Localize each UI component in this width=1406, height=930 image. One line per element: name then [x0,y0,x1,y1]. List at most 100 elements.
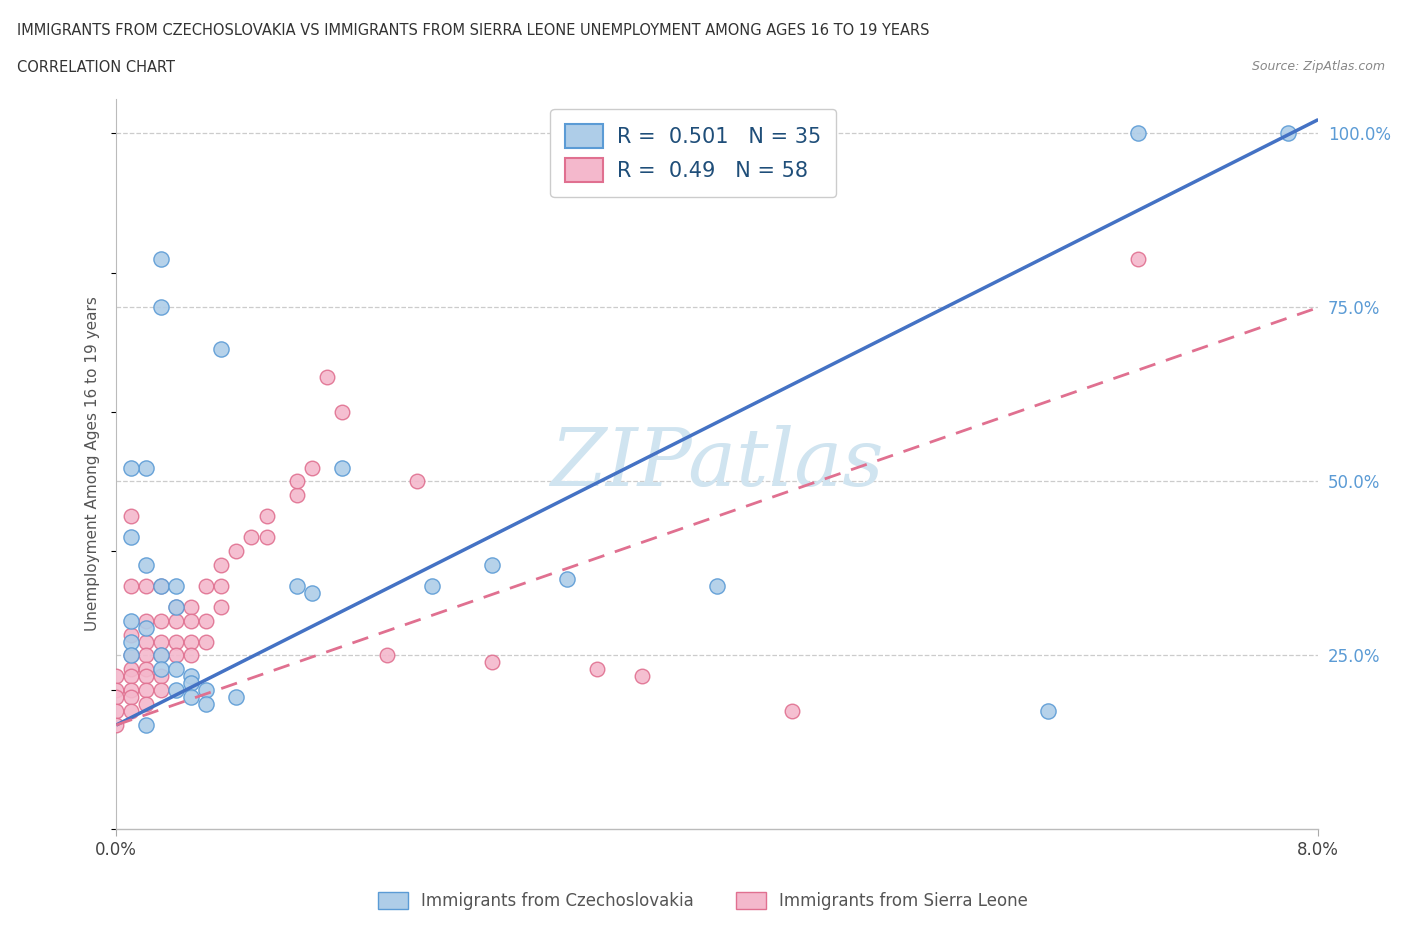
Point [195,613,218,628]
Point [481,655,503,670]
Point [150,251,173,266]
Point [150,683,173,698]
Point [195,634,218,649]
Point [135,578,157,593]
Point [301,585,323,600]
Point [165,599,187,614]
Point [120,662,142,677]
Point [165,578,187,593]
Text: IMMIGRANTS FROM CZECHOSLOVAKIA VS IMMIGRANTS FROM SIERRA LEONE UNEMPLOYMENT AMON: IMMIGRANTS FROM CZECHOSLOVAKIA VS IMMIGR… [17,23,929,38]
Point [180,599,202,614]
Point [120,648,142,663]
Point [211,599,233,614]
Point [135,718,157,733]
Point [1126,251,1149,266]
Point [135,648,157,663]
Point [150,300,173,315]
Point [375,648,398,663]
Point [195,697,218,711]
Point [105,718,128,733]
Point [165,683,187,698]
Point [195,683,218,698]
Point [256,509,278,524]
Point [150,648,173,663]
Point [135,662,157,677]
Point [180,634,202,649]
Point [256,530,278,545]
Point [135,697,157,711]
Point [211,342,233,357]
Point [330,460,353,475]
Point [555,571,578,586]
Point [180,648,202,663]
Point [315,369,337,384]
Point [782,704,804,719]
Point [706,578,728,593]
Point [285,578,308,593]
Point [120,683,142,698]
Point [135,683,157,698]
Point [195,578,218,593]
Point [225,544,247,559]
Point [165,634,187,649]
Point [150,669,173,684]
Point [285,488,308,503]
Point [105,683,128,698]
Point [631,669,654,684]
Text: CORRELATION CHART: CORRELATION CHART [17,60,174,75]
Text: ZIPatlas: ZIPatlas [551,425,884,503]
Point [165,599,187,614]
Point [285,474,308,489]
Point [1277,126,1299,141]
Point [211,557,233,572]
Legend: Immigrants from Czechoslovakia, Immigrants from Sierra Leone: Immigrants from Czechoslovakia, Immigran… [371,885,1035,917]
Point [1036,704,1059,719]
Point [165,662,187,677]
Point [120,648,142,663]
Point [135,634,157,649]
Point [105,690,128,705]
Point [150,634,173,649]
Point [120,704,142,719]
Point [420,578,443,593]
Point [120,613,142,628]
Point [180,613,202,628]
Point [120,460,142,475]
Point [105,704,128,719]
Point [150,613,173,628]
Text: Source: ZipAtlas.com: Source: ZipAtlas.com [1251,60,1385,73]
Point [150,648,173,663]
Y-axis label: Unemployment Among Ages 16 to 19 years: Unemployment Among Ages 16 to 19 years [86,297,100,631]
Point [165,613,187,628]
Point [120,669,142,684]
Point [481,557,503,572]
Point [165,648,187,663]
Point [120,530,142,545]
Point [120,578,142,593]
Point [180,676,202,691]
Point [330,405,353,419]
Point [135,669,157,684]
Point [120,690,142,705]
Legend: R =  0.501   N = 35, R =  0.49   N = 58: R = 0.501 N = 35, R = 0.49 N = 58 [551,109,837,197]
Point [301,460,323,475]
Point [1126,126,1149,141]
Point [586,662,609,677]
Point [405,474,427,489]
Point [150,578,173,593]
Point [135,620,157,635]
Point [225,690,247,705]
Point [105,669,128,684]
Point [135,613,157,628]
Point [135,460,157,475]
Point [211,578,233,593]
Point [135,557,157,572]
Point [180,690,202,705]
Point [180,669,202,684]
Point [150,662,173,677]
Point [240,530,263,545]
Point [120,634,142,649]
Point [150,578,173,593]
Point [120,627,142,642]
Point [120,509,142,524]
